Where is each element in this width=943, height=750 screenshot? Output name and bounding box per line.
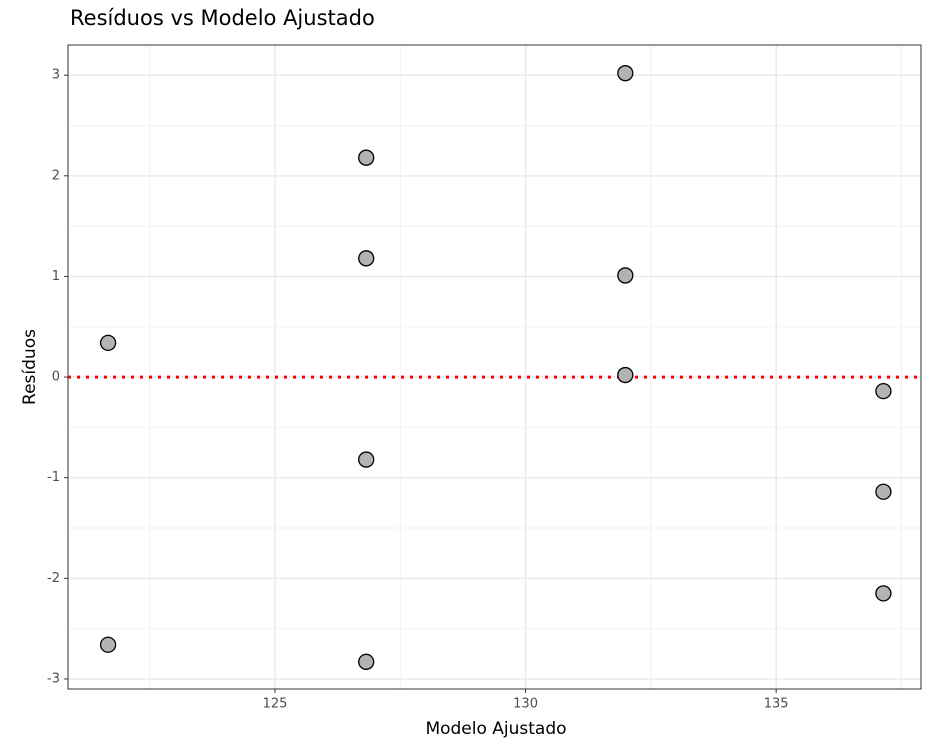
y-tick-label: 1 bbox=[52, 269, 60, 284]
point bbox=[617, 65, 634, 82]
point bbox=[617, 267, 634, 284]
point bbox=[875, 483, 892, 500]
x-tick-label: 130 bbox=[513, 697, 538, 712]
x-tick-label: 135 bbox=[764, 697, 789, 712]
plot-border bbox=[67, 44, 922, 690]
y-tick-label: 2 bbox=[52, 168, 60, 183]
y-tick-label: 0 bbox=[52, 370, 60, 385]
chart-title: Resíduos vs Modelo Ajustado bbox=[70, 6, 375, 30]
x-axis-label: Modelo Ajustado bbox=[425, 719, 566, 739]
x-tick-label: 125 bbox=[263, 697, 288, 712]
point bbox=[875, 585, 892, 602]
y-tick-label: -3 bbox=[47, 671, 60, 686]
point bbox=[617, 366, 634, 384]
y-tick-label: -1 bbox=[47, 470, 60, 485]
y-tick-label: 3 bbox=[52, 68, 60, 83]
y-tick-label: -2 bbox=[47, 571, 60, 586]
point bbox=[99, 636, 117, 653]
point bbox=[358, 451, 375, 468]
point bbox=[875, 382, 892, 400]
point bbox=[99, 334, 117, 352]
point bbox=[358, 250, 375, 267]
point bbox=[358, 149, 375, 166]
point bbox=[358, 653, 375, 670]
y-axis-label: Resíduos bbox=[20, 329, 40, 405]
